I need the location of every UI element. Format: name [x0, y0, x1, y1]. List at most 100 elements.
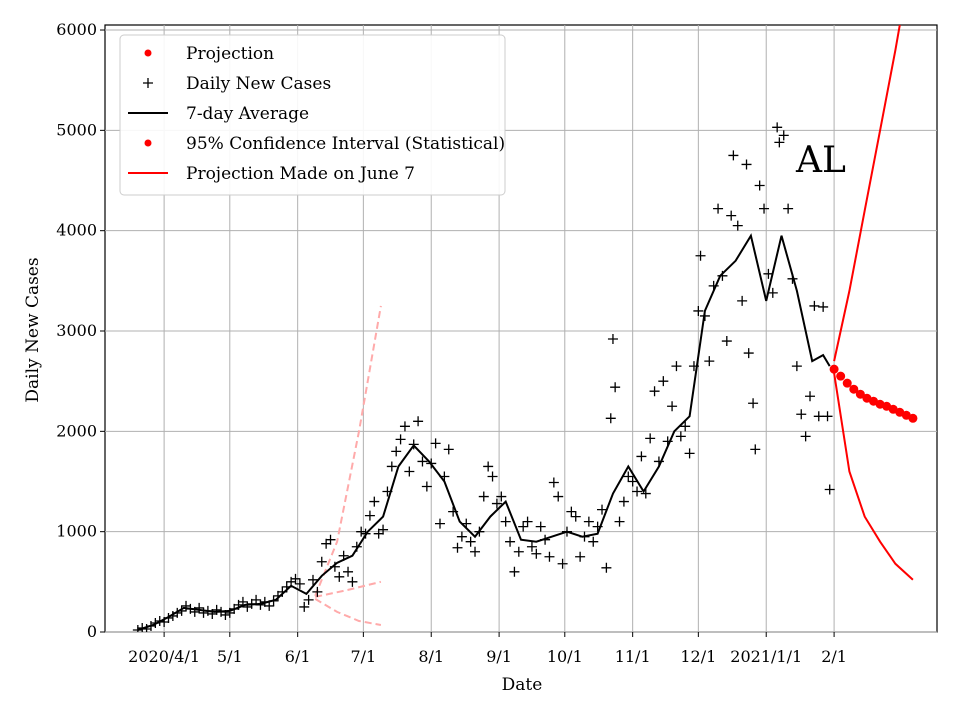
x-tick-label: 8/1 — [418, 647, 444, 666]
daily-case-point — [413, 416, 424, 427]
daily-case-point — [391, 446, 402, 457]
daily-case-point — [518, 521, 529, 532]
daily-case-point — [597, 504, 608, 515]
daily-case-point — [570, 511, 581, 522]
daily-case-point — [343, 566, 354, 577]
daily-case-point — [575, 551, 586, 562]
daily-case-point — [299, 601, 310, 612]
daily-case-point — [713, 203, 724, 214]
legend-label: Projection — [186, 44, 274, 64]
daily-case-point — [224, 607, 235, 618]
daily-case-point — [522, 516, 533, 527]
daily-case-point — [470, 546, 481, 557]
daily-case-point — [743, 348, 754, 359]
daily-case-point — [809, 300, 820, 311]
projection-point — [829, 364, 839, 374]
daily-case-point — [548, 477, 559, 488]
daily-case-point — [308, 574, 318, 585]
daily-case-point — [813, 411, 824, 422]
daily-case-point — [500, 516, 511, 527]
x-tick-label: 2020/4/1 — [128, 647, 200, 666]
daily-case-point — [421, 481, 432, 492]
daily-case-point — [386, 461, 397, 472]
daily-case-point — [211, 604, 222, 615]
daily-case-point — [605, 413, 616, 424]
june-projection-line — [314, 580, 382, 598]
daily-case-point — [704, 356, 715, 367]
daily-case-point — [509, 566, 520, 577]
daily-case-point — [505, 536, 516, 547]
june-projection-line — [314, 305, 382, 597]
daily-case-point — [347, 576, 358, 587]
daily-case-point — [373, 528, 384, 539]
legend-dot-icon — [144, 49, 152, 57]
daily-case-point — [728, 150, 739, 161]
x-tick-label: 10/1 — [547, 647, 583, 666]
daily-case-point — [778, 130, 789, 141]
daily-case-point — [526, 541, 537, 552]
daily-case-point — [483, 461, 494, 472]
x-tick-label: 7/1 — [350, 647, 376, 666]
y-tick-label: 6000 — [56, 20, 97, 39]
daily-case-point — [726, 210, 737, 221]
daily-case-point — [513, 546, 524, 557]
daily-case-point — [452, 542, 463, 553]
daily-case-point — [759, 203, 770, 214]
y-tick-label: 1000 — [56, 522, 97, 541]
daily-case-point — [364, 510, 375, 521]
legend-box — [119, 34, 506, 196]
daily-case-point — [667, 401, 678, 412]
projection-point — [836, 371, 846, 381]
daily-case-point — [531, 548, 542, 559]
y-tick-labels: 0 1000 2000 3000 4000 5000 6000 — [56, 20, 97, 641]
daily-case-point — [321, 538, 332, 549]
daily-case-point — [290, 573, 301, 584]
daily-case-point — [684, 448, 695, 459]
daily-case-point — [822, 411, 833, 422]
projection-point — [849, 384, 859, 394]
daily-case-point — [610, 382, 621, 393]
daily-case-point — [614, 516, 625, 527]
y-tick-label: 0 — [87, 622, 97, 641]
legend-label: Projection Made on June 7 — [186, 164, 415, 184]
series-group — [132, 25, 918, 632]
daily-case-point — [754, 180, 765, 191]
daily-case-point — [404, 466, 415, 477]
x-tick-labels: 2020/4/1 5/1 6/1 7/1 8/1 9/1 10/1 11/1 12/1 2021/… — [128, 647, 847, 666]
y-tick-label: 2000 — [56, 421, 97, 440]
daily-case-point — [627, 476, 638, 487]
daily-case-point — [721, 336, 732, 347]
daily-case-point — [750, 444, 761, 455]
legend-label: 7-day Average — [186, 104, 309, 124]
daily-case-point — [456, 531, 467, 542]
projection-point — [855, 389, 865, 399]
y-tick-label: 3000 — [56, 321, 97, 340]
x-tick-label: 12/1 — [680, 647, 716, 666]
daily-case-point — [791, 361, 802, 372]
daily-case-point — [618, 496, 629, 507]
projection-point — [908, 413, 918, 423]
series-layer — [132, 25, 918, 632]
daily-case-point — [312, 586, 323, 597]
ci-upper-line — [833, 25, 901, 362]
daily-case-point — [487, 471, 498, 482]
x-axis-label: Date — [502, 675, 543, 695]
daily-case-point — [680, 421, 691, 432]
daily-case-point — [417, 456, 428, 467]
daily-case-point — [583, 516, 594, 527]
x-tick-label: 5/1 — [217, 647, 243, 666]
state-annotation: AL — [795, 140, 846, 181]
daily-case-point — [675, 431, 686, 442]
daily-case-point — [805, 391, 816, 402]
daily-case-point — [767, 287, 778, 298]
daily-case-point — [443, 444, 454, 455]
june-projection-line — [314, 598, 382, 626]
daily-case-point — [434, 518, 445, 529]
daily-case-point — [334, 571, 345, 582]
daily-case-point — [465, 536, 476, 547]
daily-case-point — [325, 534, 336, 545]
daily-case-point — [496, 491, 507, 502]
daily-case-point — [645, 433, 656, 444]
daily-case-point — [369, 496, 380, 507]
